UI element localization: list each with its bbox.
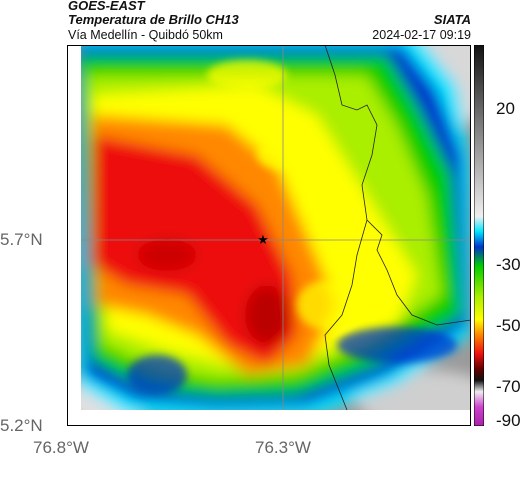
- lon-tick-76.8w: 76.8°W: [33, 438, 89, 457]
- boundary-line: [324, 219, 368, 411]
- timestamp-label: 2024-02-17 09:19: [372, 28, 471, 42]
- lon-tick-76.3w: 76.3°W: [255, 438, 311, 457]
- colorbar-tick-minus70: -70: [496, 377, 521, 396]
- colorbar-tick-20: 20: [496, 99, 515, 118]
- colorbar-tick-minus50: -50: [496, 316, 521, 335]
- brightness-temperature-map[interactable]: ★: [67, 45, 471, 426]
- product-title: Temperatura de Brillo CH13: [68, 12, 239, 27]
- boundary-line: [324, 45, 471, 326]
- source-label: SIATA: [433, 12, 471, 27]
- lat-tick-5.2n: 5.2°N: [0, 416, 43, 435]
- colorbar: [474, 45, 484, 426]
- region-subtitle: Vía Medellín - Quibdó 50km: [68, 28, 223, 42]
- satellite-title: GOES-EAST: [68, 0, 145, 13]
- lat-tick-5.7n: 5.7°N: [0, 230, 43, 249]
- colorbar-tick-minus30: -30: [496, 255, 521, 274]
- star-icon: ★: [257, 232, 269, 247]
- colorbar-tick-minus90: -90: [496, 411, 521, 430]
